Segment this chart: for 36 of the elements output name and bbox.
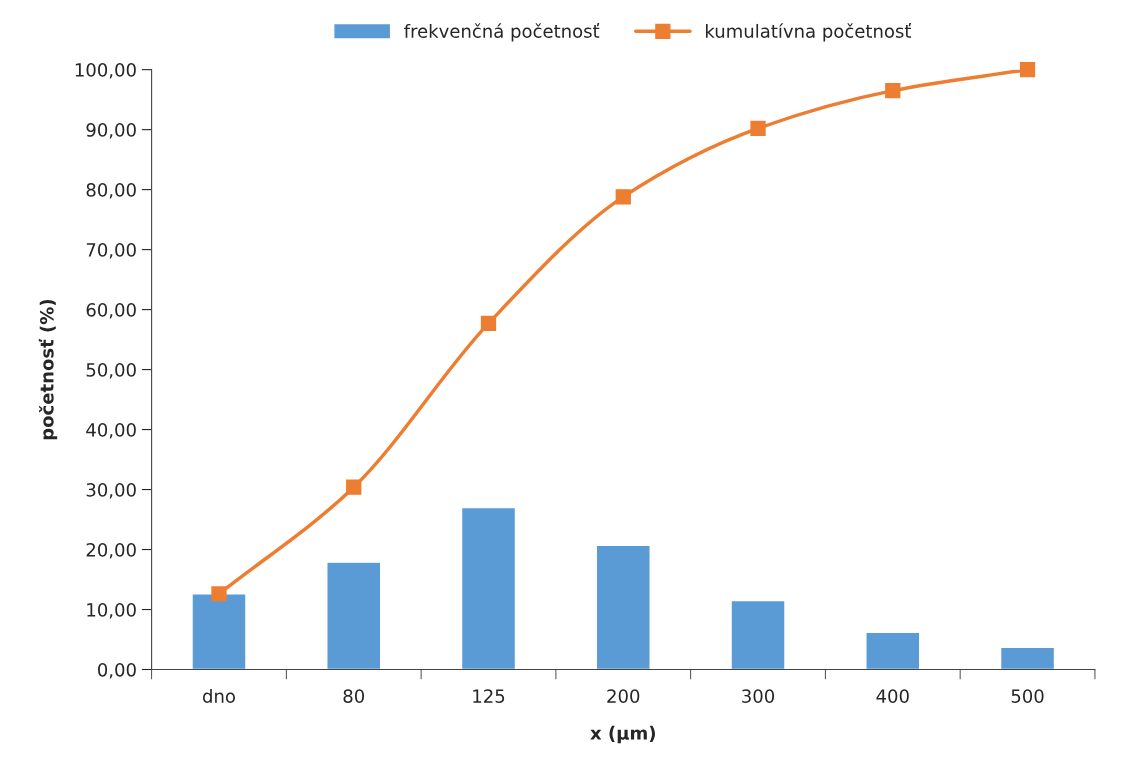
point [480, 315, 497, 332]
point [615, 189, 631, 205]
y-tick-label: 10,00 [87, 602, 136, 619]
bar [730, 599, 786, 670]
legend-label: frekvenčná početnosť [404, 23, 600, 42]
y-tick-label: 90,00 [86, 123, 136, 139]
legend-label: kumulatívna početnosť [706, 23, 912, 42]
bar [865, 631, 921, 670]
y-tick-label: 30,00 [86, 483, 136, 499]
point [1019, 62, 1036, 78]
y-axis-title: početnosť (%) [38, 299, 58, 440]
x-tick-label: 500 [1011, 689, 1044, 703]
bar [999, 646, 1056, 670]
y-tick-label: 20,00 [86, 543, 136, 559]
y-tick-label: 0,00 [98, 662, 136, 679]
x-tick-label: 400 [876, 689, 909, 703]
x-axis-title: x (µm) [590, 725, 655, 744]
y-tick-label: 70,00 [86, 243, 136, 259]
x-tick-label: 300 [742, 689, 775, 703]
bar [595, 544, 651, 670]
x-tick-label: dno [203, 688, 235, 703]
bar [460, 506, 517, 670]
x-tick-label: 125 [473, 689, 505, 703]
point [750, 120, 766, 137]
point [211, 586, 227, 602]
y-tick-label: 60,00 [86, 303, 136, 319]
y-tick-label: 50,00 [86, 363, 136, 379]
point [346, 479, 362, 495]
point [885, 83, 901, 99]
x-tick-label: 80 [343, 689, 365, 703]
bar [191, 593, 247, 670]
y-tick-label: 80,00 [86, 183, 136, 199]
bar [326, 561, 382, 670]
x-tick-label: 200 [607, 689, 640, 703]
y-tick-label: 40,00 [86, 423, 136, 439]
y-tick-label: 100,00 [75, 63, 136, 79]
